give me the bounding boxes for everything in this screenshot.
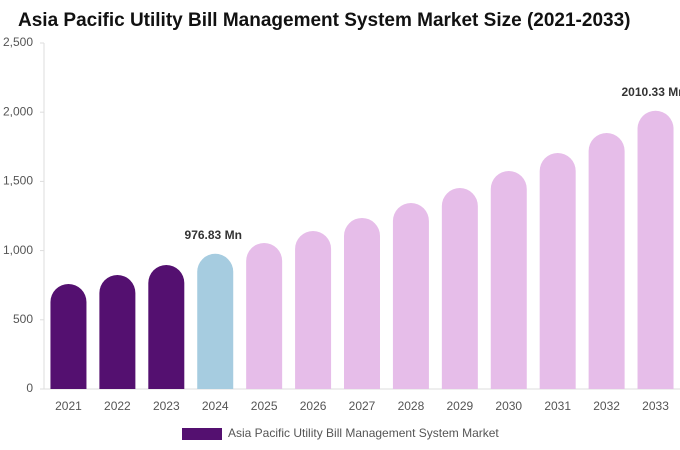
bar	[588, 132, 625, 389]
x-tick-label: 2024	[202, 399, 229, 413]
x-tick-label: 2026	[300, 399, 327, 413]
legend-swatch	[182, 428, 222, 440]
x-tick-label: 2022	[104, 399, 131, 413]
bar	[344, 217, 380, 389]
bar	[441, 188, 478, 389]
y-tick-label: 1,500	[3, 174, 33, 188]
bar	[197, 253, 234, 389]
x-tick-label: 2023	[153, 399, 180, 413]
x-tick-label: 2028	[398, 399, 425, 413]
x-tick-label: 2032	[593, 399, 620, 413]
x-tick-label: 2033	[642, 399, 669, 413]
x-tick-label: 2030	[495, 399, 522, 413]
value-label: 976.83 Mn	[185, 228, 242, 242]
y-tick-label: 1,000	[3, 243, 33, 257]
value-label: 2010.33 Mn	[622, 85, 680, 99]
legend-label: Asia Pacific Utility Bill Management Sys…	[228, 426, 499, 440]
bar	[246, 242, 283, 389]
bar	[295, 230, 332, 389]
x-tick-label: 2029	[446, 399, 473, 413]
x-tick-label: 2027	[349, 399, 376, 413]
chart-title: Asia Pacific Utility Bill Management Sys…	[18, 10, 630, 31]
bar	[392, 202, 429, 389]
y-tick-label: 2,500	[3, 35, 33, 49]
bar	[99, 274, 136, 389]
y-tick-label: 500	[13, 312, 33, 326]
x-tick-label: 2031	[544, 399, 571, 413]
y-tick-label: 0	[26, 381, 33, 395]
x-tick-label: 2025	[251, 399, 278, 413]
bar	[490, 171, 527, 389]
bar	[148, 264, 185, 389]
x-tick-label: 2021	[55, 399, 82, 413]
bar	[539, 153, 576, 389]
bar	[637, 110, 674, 389]
y-tick-label: 2,000	[3, 104, 33, 118]
bar	[50, 283, 87, 389]
